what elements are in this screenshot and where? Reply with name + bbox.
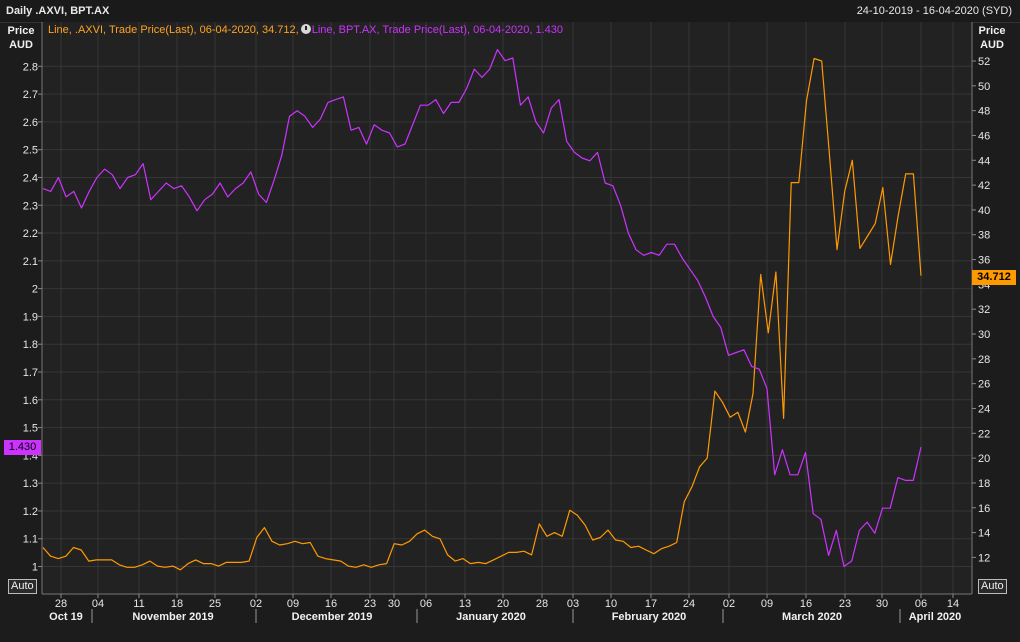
y-left-tick-label: 1.7 bbox=[23, 367, 38, 379]
y-right-tick-label: 32 bbox=[978, 304, 990, 316]
y-left-tick-label: 2.6 bbox=[23, 117, 38, 129]
series-lines bbox=[42, 48, 922, 571]
y-left-tick-label: 1.2 bbox=[23, 506, 38, 518]
x-month-label: March 2020 bbox=[782, 611, 842, 623]
y-right-tick-label: 26 bbox=[978, 379, 990, 391]
y-right-tick-label: 12 bbox=[978, 552, 990, 564]
x-tick-label: 28 bbox=[536, 598, 548, 610]
right-axis-title-line1: Price bbox=[978, 25, 1006, 37]
y-right-tick-label: 50 bbox=[978, 81, 990, 93]
y-right-tick-label: 20 bbox=[978, 453, 990, 465]
series-line-axvi bbox=[42, 57, 922, 571]
y-right-tick-label: 16 bbox=[978, 503, 990, 515]
x-tick-label: 16 bbox=[325, 598, 337, 610]
last-value-tag-axvi: 34.712 bbox=[972, 270, 1016, 285]
y-left-tick-label: 2.2 bbox=[23, 228, 38, 240]
x-tick-label: 02 bbox=[723, 598, 735, 610]
auto-scale-right-button[interactable]: Auto bbox=[978, 579, 1007, 594]
y-left-tick-label: 2.4 bbox=[23, 172, 38, 184]
y-left-tick-label: 1.1 bbox=[23, 534, 38, 546]
grid-lines bbox=[41, 22, 973, 595]
y-axis-left: 2.8 2.7 2.6 2.5 2.4 2.3 2.2 2.1 2 1.9 1.8 1.7 1.6 1.5… bbox=[23, 61, 42, 574]
x-month-label: November 2019 bbox=[132, 611, 213, 623]
right-axis-title-line2: AUD bbox=[980, 39, 1004, 51]
y-left-tick-label: 2.1 bbox=[23, 256, 38, 268]
y-right-tick-label: 38 bbox=[978, 230, 990, 242]
y-left-tick-label: 2 bbox=[32, 284, 38, 296]
x-tick-label: 23 bbox=[839, 598, 851, 610]
chart-title: Daily .AXVI, BPT.AX bbox=[6, 5, 110, 17]
y-right-tick-label: 42 bbox=[978, 180, 990, 192]
x-month-label: January 2020 bbox=[456, 611, 526, 623]
x-tick-label: 16 bbox=[800, 598, 812, 610]
y-left-tick-label: 2.5 bbox=[23, 145, 38, 157]
x-month-label: December 2019 bbox=[292, 611, 373, 623]
date-range: 24-10-2019 - 16-04-2020 (SYD) bbox=[856, 5, 1012, 17]
x-tick-label: 18 bbox=[171, 598, 183, 610]
y-right-tick-label: 30 bbox=[978, 329, 990, 341]
plot-area[interactable] bbox=[42, 22, 972, 594]
x-tick-label: 25 bbox=[209, 598, 221, 610]
y-right-tick-label: 52 bbox=[978, 56, 990, 68]
x-month-label: February 2020 bbox=[612, 611, 687, 623]
x-axis: 28 04 11 18 25 02 09 16 23 30 06 13 20 28 03 10 17 24 02 09… bbox=[49, 594, 961, 623]
y-left-tick-label: 1.6 bbox=[23, 395, 38, 407]
x-tick-label: 24 bbox=[683, 598, 695, 610]
left-axis-title-line1: Price bbox=[7, 25, 35, 37]
x-tick-label: 23 bbox=[364, 598, 376, 610]
x-tick-label: 06 bbox=[915, 598, 927, 610]
x-tick-label: 28 bbox=[55, 598, 67, 610]
y-left-tick-label: 1.8 bbox=[23, 339, 38, 351]
y-left-tick-label: 2.3 bbox=[23, 200, 38, 212]
x-month-label: April 2020 bbox=[909, 611, 962, 623]
y-left-tick-label: 2.7 bbox=[23, 89, 38, 101]
x-tick-label: 30 bbox=[388, 598, 400, 610]
legend-bpt[interactable]: Line, BPT.AX, Trade Price(Last), 06-04-2… bbox=[311, 24, 564, 36]
y-left-tick-label: 1.3 bbox=[23, 478, 38, 490]
x-tick-label: 30 bbox=[876, 598, 888, 610]
x-tick-label: 14 bbox=[947, 598, 959, 610]
y-right-tick-label: 18 bbox=[978, 478, 990, 490]
legend: Line, .AXVI, Trade Price(Last), 06-04-20… bbox=[48, 24, 563, 36]
x-tick-label: 09 bbox=[287, 598, 299, 610]
y-left-tick-label: 1.5 bbox=[23, 423, 38, 435]
x-month-label: Oct 19 bbox=[49, 611, 83, 623]
x-tick-label: 06 bbox=[420, 598, 432, 610]
left-axis-title: Price AUD bbox=[4, 24, 38, 52]
x-tick-label: 10 bbox=[605, 598, 617, 610]
x-tick-label: 11 bbox=[133, 598, 144, 610]
x-tick-label: 04 bbox=[92, 598, 104, 610]
x-tick-label: 13 bbox=[459, 598, 471, 610]
y-right-tick-label: 22 bbox=[978, 428, 990, 440]
y-right-tick-label: 24 bbox=[978, 403, 990, 415]
x-tick-label: 09 bbox=[761, 598, 773, 610]
auto-scale-left-button[interactable]: Auto bbox=[8, 579, 37, 594]
y-right-tick-label: 36 bbox=[978, 255, 990, 267]
x-tick-label: 20 bbox=[497, 598, 509, 610]
y-right-tick-label: 46 bbox=[978, 130, 990, 142]
y-axis-right: 5250484644424038363432302826242220181614… bbox=[972, 56, 990, 564]
x-tick-label: 03 bbox=[567, 598, 579, 610]
x-tick-label: 02 bbox=[250, 598, 262, 610]
y-left-tick-label: 1 bbox=[32, 562, 38, 574]
x-tick-label: 17 bbox=[645, 598, 657, 610]
y-right-tick-label: 48 bbox=[978, 106, 990, 118]
y-left-tick-label: 1.9 bbox=[23, 311, 38, 323]
y-right-tick-label: 40 bbox=[978, 205, 990, 217]
clock-icon[interactable] bbox=[300, 24, 311, 34]
y-right-tick-label: 44 bbox=[978, 155, 990, 167]
right-axis-title: Price AUD bbox=[974, 24, 1010, 52]
left-axis-title-line2: AUD bbox=[9, 39, 33, 51]
series-line-bpt-ax bbox=[42, 48, 922, 568]
y-right-tick-label: 28 bbox=[978, 354, 990, 366]
legend-axvi[interactable]: Line, .AXVI, Trade Price(Last), 06-04-20… bbox=[48, 24, 299, 36]
y-left-tick-label: 2.8 bbox=[23, 61, 38, 73]
last-value-tag-bpt: 1.430 bbox=[4, 440, 41, 455]
y-right-tick-label: 14 bbox=[978, 528, 990, 540]
